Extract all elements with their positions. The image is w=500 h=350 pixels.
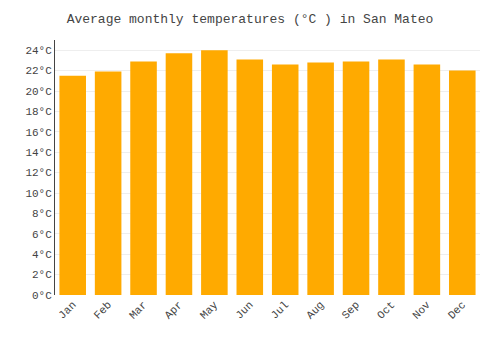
svg-text:16°C: 16°C: [25, 127, 52, 139]
svg-text:Jul: Jul: [269, 299, 291, 321]
svg-text:8°C: 8°C: [32, 208, 52, 220]
svg-text:14°C: 14°C: [25, 147, 52, 159]
svg-text:18°C: 18°C: [25, 106, 52, 118]
svg-text:Feb: Feb: [92, 299, 114, 321]
svg-text:Dec: Dec: [446, 299, 468, 321]
svg-text:20°C: 20°C: [25, 86, 52, 98]
svg-text:2°C: 2°C: [32, 269, 52, 281]
svg-text:Aug: Aug: [304, 299, 326, 321]
svg-text:Mar: Mar: [127, 299, 149, 321]
svg-text:22°C: 22°C: [25, 65, 52, 77]
svg-text:12°C: 12°C: [25, 167, 52, 179]
svg-text:Average monthly temperatures (: Average monthly temperatures (°C ) in Sa…: [67, 12, 434, 27]
svg-text:Jun: Jun: [233, 299, 255, 321]
svg-text:May: May: [198, 299, 221, 322]
svg-text:4°C: 4°C: [32, 249, 52, 261]
svg-text:0°C: 0°C: [32, 290, 52, 302]
svg-text:24°C: 24°C: [25, 45, 52, 57]
svg-text:6°C: 6°C: [32, 229, 52, 241]
svg-text:Sep: Sep: [340, 299, 362, 321]
svg-text:Nov: Nov: [410, 299, 433, 322]
svg-text:Apr: Apr: [162, 299, 184, 321]
svg-text:Oct: Oct: [375, 299, 397, 321]
svg-text:Jan: Jan: [56, 299, 78, 321]
svg-text:10°C: 10°C: [25, 188, 52, 200]
